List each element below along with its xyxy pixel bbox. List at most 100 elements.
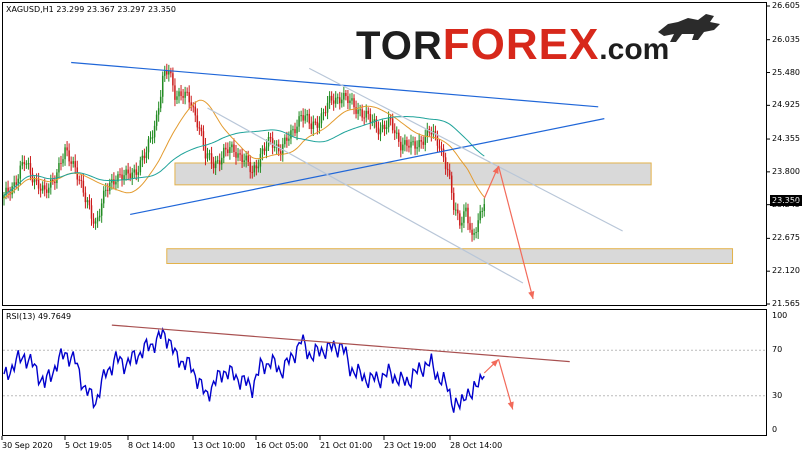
candle-body bbox=[334, 97, 337, 104]
candle-body bbox=[330, 95, 333, 101]
candle-body bbox=[29, 163, 32, 174]
candle-body bbox=[157, 108, 160, 115]
candle-body bbox=[161, 75, 164, 97]
candle-body bbox=[465, 207, 467, 212]
torforex-logo: TORFOREX.com bbox=[356, 20, 670, 69]
rsi-panel[interactable] bbox=[2, 309, 767, 436]
candle-body bbox=[373, 119, 376, 122]
candle-body bbox=[212, 163, 215, 169]
candle-body bbox=[322, 112, 325, 114]
candle-body bbox=[64, 147, 66, 160]
candle-body bbox=[176, 96, 178, 100]
candle-body bbox=[239, 153, 241, 155]
candle-body bbox=[339, 97, 341, 104]
candle-body bbox=[60, 163, 62, 165]
candle-body bbox=[349, 100, 351, 103]
ma-fast-line bbox=[3, 99, 485, 199]
candle-body bbox=[223, 147, 225, 158]
candle-body bbox=[149, 137, 152, 140]
candle-body bbox=[139, 160, 142, 173]
ohlc-close: 23.350 bbox=[147, 5, 176, 14]
candle-body bbox=[326, 102, 329, 113]
candle-body bbox=[115, 181, 117, 185]
candle-body bbox=[377, 127, 380, 135]
candle-body bbox=[186, 91, 188, 93]
price-tick-label: 24.925 bbox=[772, 100, 800, 110]
rsi-line bbox=[3, 326, 485, 413]
candle-body bbox=[117, 174, 119, 182]
candle-body bbox=[438, 145, 441, 149]
candle-body bbox=[135, 169, 138, 175]
candle-body bbox=[426, 128, 429, 137]
candle-body bbox=[23, 162, 26, 164]
candle-body bbox=[263, 148, 266, 152]
candle-body bbox=[241, 154, 243, 163]
candle-body bbox=[400, 141, 402, 151]
candle-body bbox=[80, 179, 83, 181]
candle-body bbox=[450, 175, 453, 193]
candle-body bbox=[214, 160, 217, 169]
candle-body bbox=[467, 207, 469, 224]
candle-body bbox=[385, 127, 388, 129]
candle-body bbox=[363, 117, 365, 119]
candle-body bbox=[31, 173, 34, 183]
ohlc-open: 23.299 bbox=[56, 5, 85, 14]
candle-body bbox=[286, 137, 288, 141]
candle-body bbox=[257, 166, 260, 169]
candle-body bbox=[216, 160, 219, 162]
price-tick-label: 25.480 bbox=[772, 67, 800, 77]
candle-body bbox=[393, 130, 396, 134]
candle-body bbox=[475, 231, 477, 234]
candle-body bbox=[35, 179, 38, 181]
candle-body bbox=[192, 106, 195, 108]
candle-body bbox=[351, 98, 353, 101]
candle-body bbox=[70, 161, 72, 164]
candle-body bbox=[430, 132, 433, 135]
candle-body bbox=[137, 172, 140, 175]
candle-body bbox=[481, 210, 483, 212]
candle-body bbox=[13, 182, 15, 187]
ma-slow-line bbox=[3, 116, 485, 196]
candle-body bbox=[424, 136, 426, 145]
candle-body bbox=[414, 141, 416, 149]
candle-body bbox=[21, 162, 24, 166]
candle-body bbox=[27, 163, 30, 165]
candle-body bbox=[127, 169, 129, 174]
candle-body bbox=[74, 161, 76, 168]
candle-body bbox=[98, 215, 101, 218]
candle-body bbox=[5, 187, 7, 195]
candle-body bbox=[88, 200, 91, 206]
candle-body bbox=[471, 229, 473, 235]
candle-body bbox=[123, 175, 125, 180]
candle-body bbox=[143, 155, 146, 159]
candle-body bbox=[259, 153, 262, 167]
candle-body bbox=[310, 123, 313, 129]
candle-body bbox=[416, 147, 418, 149]
candle-body bbox=[50, 179, 52, 188]
candle-body bbox=[288, 138, 290, 141]
candle-body bbox=[58, 163, 60, 173]
rsi-tick-label: 0 bbox=[772, 425, 778, 434]
candle-body bbox=[102, 190, 105, 204]
ohlc-high: 23.367 bbox=[86, 5, 115, 14]
price-forecast-arrow-head bbox=[528, 291, 535, 299]
candle-body bbox=[119, 174, 121, 176]
candle-body bbox=[345, 92, 347, 97]
candle-body bbox=[194, 106, 197, 116]
candle-body bbox=[271, 138, 274, 148]
candle-body bbox=[422, 141, 424, 145]
rsi-tick-label: 30 bbox=[772, 390, 783, 400]
candle-body bbox=[398, 132, 400, 142]
candle-body bbox=[54, 181, 56, 184]
candle-body bbox=[159, 96, 162, 109]
candle-body bbox=[477, 220, 479, 232]
zone-resistance bbox=[174, 162, 652, 186]
candle-body bbox=[249, 162, 251, 173]
trendline-channel-2 bbox=[207, 107, 524, 284]
candle-body bbox=[314, 121, 317, 123]
candle-body bbox=[292, 129, 294, 131]
candle-body bbox=[361, 109, 363, 118]
candle-body bbox=[269, 136, 272, 139]
candle-body bbox=[406, 140, 408, 146]
